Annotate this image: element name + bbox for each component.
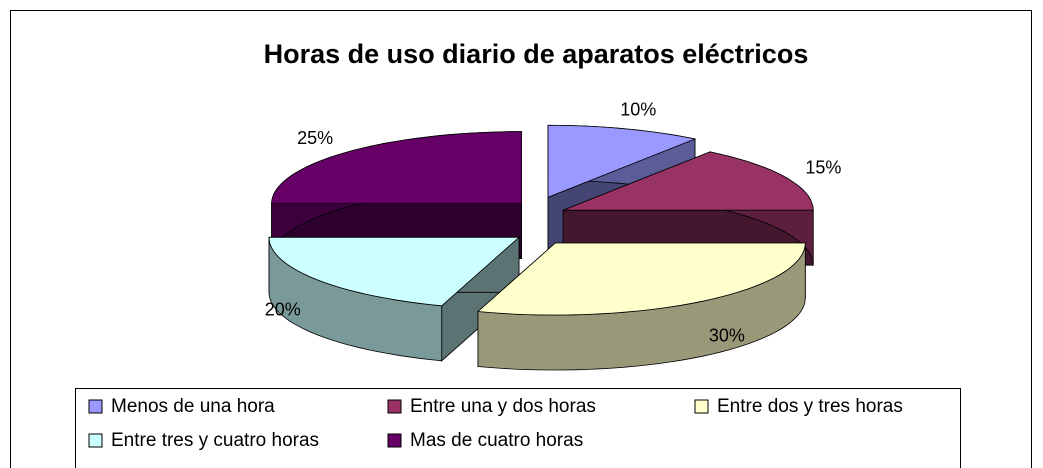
slice [271, 131, 522, 204]
legend-swatch [88, 399, 103, 414]
legend-box [75, 388, 961, 468]
slice [477, 242, 806, 316]
legend-swatch [387, 433, 402, 448]
slice [547, 124, 697, 198]
legend-swatch [694, 399, 709, 414]
data-label: 15% [805, 158, 841, 178]
legend-label: Mas de cuatro horas [410, 430, 583, 451]
legend-label: Menos de una hora [111, 396, 275, 417]
data-label: 10% [620, 99, 656, 119]
data-label: 20% [265, 300, 301, 320]
data-label: 25% [297, 128, 333, 148]
legend-swatch [88, 433, 103, 448]
pie [268, 124, 814, 371]
slice [563, 151, 814, 211]
legend-swatch [387, 399, 402, 414]
legend-label: Entre dos y tres horas [717, 396, 903, 417]
chart-frame [10, 10, 1032, 468]
legend-label: Entre tres y cuatro horas [111, 430, 319, 451]
chart-title: Horas de uso diario de aparatos eléctric… [264, 39, 809, 69]
slice [268, 236, 521, 307]
legend-label: Entre una y dos horas [410, 396, 596, 417]
data-label: 30% [709, 325, 745, 345]
